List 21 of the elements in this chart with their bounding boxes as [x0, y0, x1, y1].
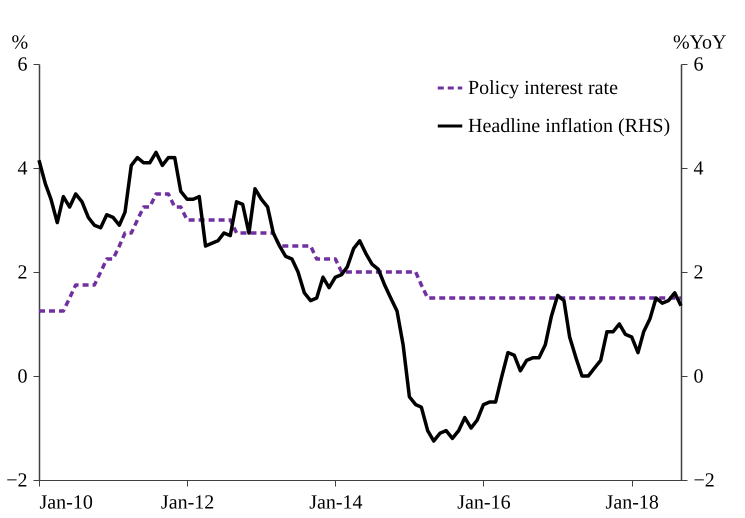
y-tick-label: −2 [6, 470, 28, 492]
y2-axis-title: %YoY [672, 32, 726, 54]
x-tick-label: Jan-16 [457, 492, 511, 514]
y-tick-label: 2 [18, 262, 28, 284]
y-tick-label: 6 [18, 54, 28, 76]
x-tick-label: Jan-18 [606, 492, 659, 514]
x-tick-label: Jan-12 [160, 492, 214, 514]
legend-label: Headline inflation (RHS) [468, 115, 670, 137]
y-tick-label: 0 [18, 366, 28, 388]
y-axis-title: % [12, 32, 28, 54]
y2-tick-label: −2 [694, 470, 715, 492]
x-tick-label: Jan-10 [40, 492, 93, 514]
line-series [37, 192, 683, 313]
x-tick-label: Jan-14 [309, 492, 363, 514]
y-tick-label: 4 [18, 158, 28, 180]
y2-tick-label: 2 [694, 262, 704, 284]
y2-tick-label: 4 [694, 158, 704, 180]
y2-tick-label: 6 [694, 54, 704, 76]
line-series [37, 150, 683, 443]
y2-tick-label: 0 [694, 366, 704, 388]
legend-label: Policy interest rate [468, 77, 618, 99]
